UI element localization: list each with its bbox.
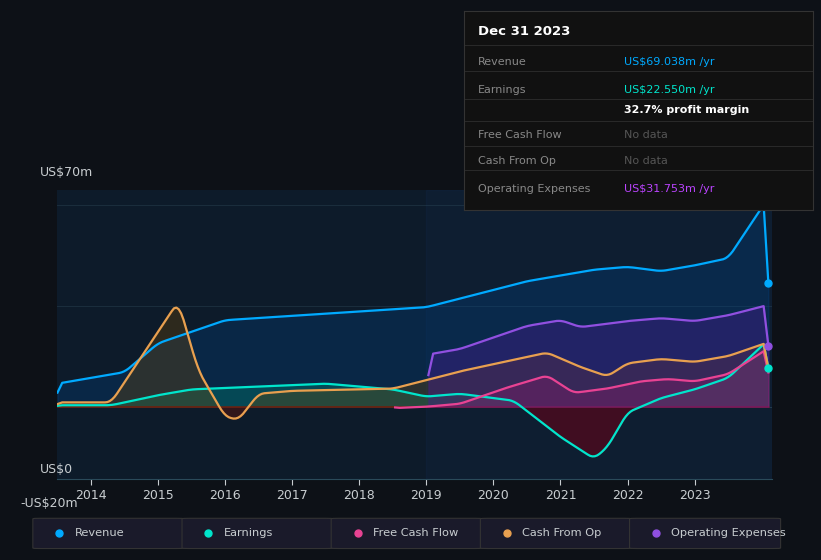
- Text: US$70m: US$70m: [39, 166, 93, 179]
- FancyBboxPatch shape: [331, 519, 482, 549]
- Text: US$22.550m /yr: US$22.550m /yr: [624, 85, 715, 95]
- Text: Operating Expenses: Operating Expenses: [478, 184, 590, 194]
- Text: Dec 31 2023: Dec 31 2023: [478, 25, 571, 38]
- Text: Cash From Op: Cash From Op: [522, 529, 601, 538]
- FancyBboxPatch shape: [630, 519, 781, 549]
- Text: Operating Expenses: Operating Expenses: [671, 529, 786, 538]
- Text: No data: No data: [624, 156, 668, 166]
- Text: US$69.038m /yr: US$69.038m /yr: [624, 57, 715, 67]
- Bar: [426, 190, 772, 479]
- FancyBboxPatch shape: [33, 519, 184, 549]
- Text: 32.7% profit margin: 32.7% profit margin: [624, 105, 750, 115]
- Text: No data: No data: [624, 130, 668, 141]
- FancyBboxPatch shape: [182, 519, 333, 549]
- Text: Earnings: Earnings: [478, 85, 526, 95]
- Text: Earnings: Earnings: [223, 529, 273, 538]
- Text: Free Cash Flow: Free Cash Flow: [373, 529, 458, 538]
- Text: Revenue: Revenue: [478, 57, 526, 67]
- Text: US$31.753m /yr: US$31.753m /yr: [624, 184, 715, 194]
- Text: US$0: US$0: [39, 463, 72, 476]
- Text: Cash From Op: Cash From Op: [478, 156, 556, 166]
- Text: Revenue: Revenue: [75, 529, 124, 538]
- Text: -US$20m: -US$20m: [21, 497, 78, 510]
- FancyBboxPatch shape: [480, 519, 631, 549]
- Text: Free Cash Flow: Free Cash Flow: [478, 130, 562, 141]
